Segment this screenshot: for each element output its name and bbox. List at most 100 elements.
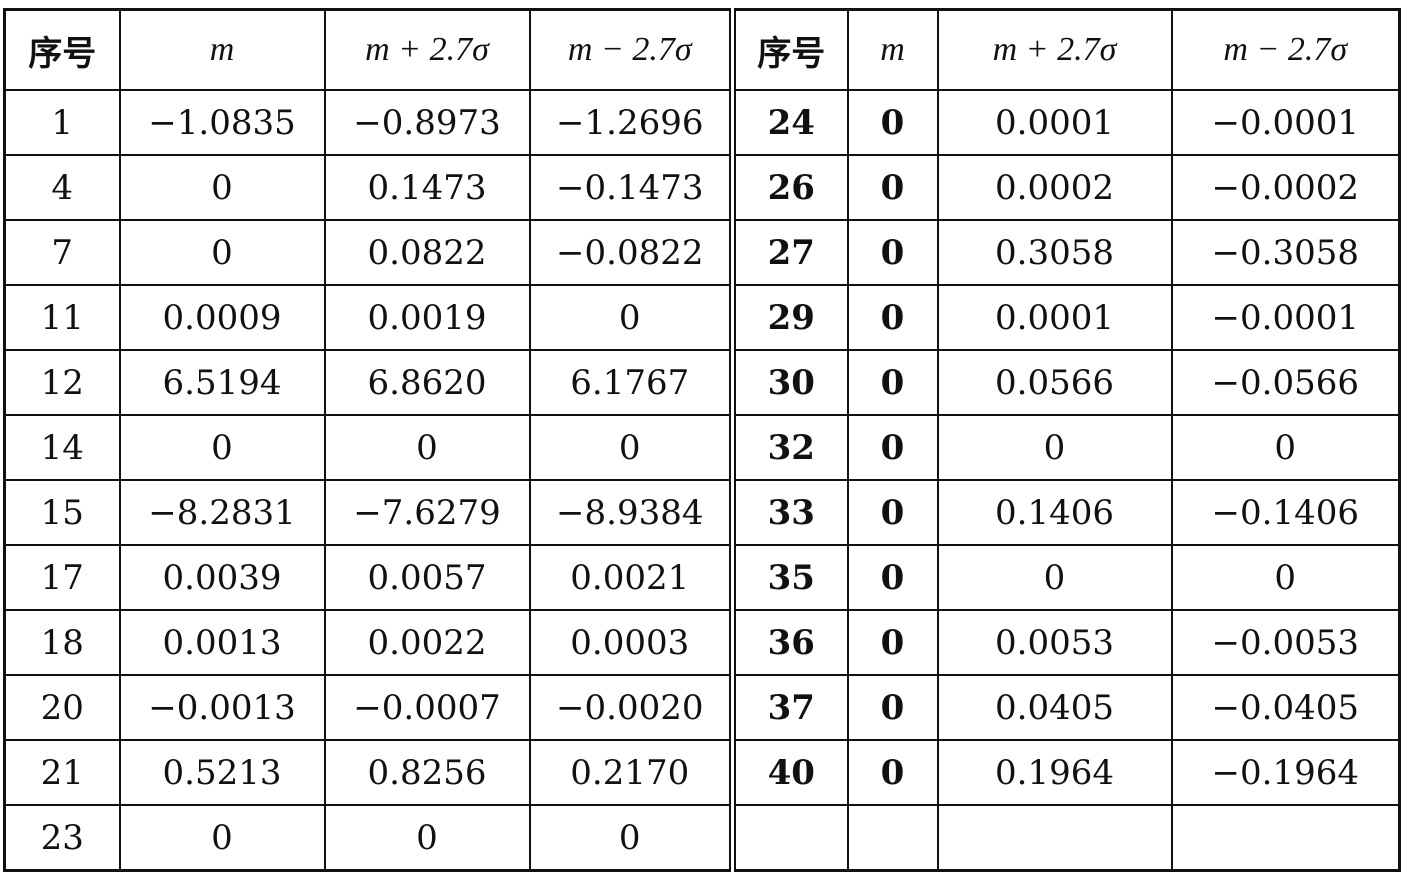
header-m-right: m	[846, 8, 939, 91]
cell-m: −0.0013	[118, 674, 326, 741]
table-row: 7 0 0.0822 −0.0822 27 0 0.3058 −0.3058	[3, 219, 1401, 286]
cell-m-plus-right: 0.3058	[936, 219, 1173, 286]
cell-index-right: 33	[731, 479, 849, 546]
cell-m-plus: 0.0022	[323, 609, 531, 676]
cell-m-minus: −0.0020	[528, 674, 736, 741]
cell-index: 17	[3, 544, 121, 611]
cell-m-plus: −0.8973	[323, 89, 531, 156]
cell-index-right: 35	[731, 544, 849, 611]
cell-m-minus: 0.2170	[528, 739, 736, 806]
cell-m-minus: −1.2696	[528, 89, 736, 156]
cell-m-plus-right: 0	[936, 544, 1173, 611]
header-m-minus: m − 2.7σ	[528, 8, 736, 91]
cell-m-right: 0	[846, 544, 939, 611]
cell-m: −8.2831	[118, 479, 326, 546]
cell-index: 11	[3, 284, 121, 351]
cell-m-minus: 0	[528, 284, 736, 351]
cell-index-right: 29	[731, 284, 849, 351]
cell-m-minus: 6.1767	[528, 349, 736, 416]
cell-index-right: 40	[731, 739, 849, 806]
cell-m-plus: 6.8620	[323, 349, 531, 416]
cell-index: 1	[3, 89, 121, 156]
cell-m: 0.0013	[118, 609, 326, 676]
cell-m-minus: −0.1473	[528, 154, 736, 221]
cell-m-plus-right: 0.0002	[936, 154, 1173, 221]
cell-index-right: 32	[731, 414, 849, 481]
cell-m-right: 0	[846, 414, 939, 481]
cell-m-plus: 0	[323, 414, 531, 481]
cell-m-minus-right: 0	[1170, 414, 1401, 481]
cell-m-plus-right: 0.0001	[936, 89, 1173, 156]
cell-m-plus: 0.1473	[323, 154, 531, 221]
cell-m-minus-right: 0	[1170, 544, 1401, 611]
table-row: 1 −1.0835 −0.8973 −1.2696 24 0 0.0001 −0.0001	[3, 89, 1401, 156]
header-m-plus-right: m + 2.7σ	[936, 8, 1173, 91]
header-index: 序号	[3, 8, 121, 91]
cell-m-minus: −0.0822	[528, 219, 736, 286]
table-row: 18 0.0013 0.0022 0.0003 36 0 0.0053 −0.0053	[3, 609, 1401, 676]
cell-m-right: 0	[846, 674, 939, 741]
cell-index: 14	[3, 414, 121, 481]
cell-m-minus: 0	[528, 414, 736, 481]
cell-m-minus-right: −0.0001	[1170, 89, 1401, 156]
cell-m-right: 0	[846, 609, 939, 676]
cell-m-plus: 0.8256	[323, 739, 531, 806]
header-m-plus: m + 2.7σ	[323, 8, 531, 91]
cell-index: 15	[3, 479, 121, 546]
cell-m-minus: 0.0021	[528, 544, 736, 611]
cell-m-plus-right: 0.1406	[936, 479, 1173, 546]
cell-m-plus: −0.0007	[323, 674, 531, 741]
cell-index: 18	[3, 609, 121, 676]
cell-index-right: 36	[731, 609, 849, 676]
cell-m-plus: 0	[323, 804, 531, 872]
header-m: m	[118, 8, 326, 91]
cell-m-minus-right: −0.0002	[1170, 154, 1401, 221]
cell-m-right: 0	[846, 739, 939, 806]
table-row: 12 6.5194 6.8620 6.1767 30 0 0.0566 −0.0566	[3, 349, 1401, 416]
cell-m: −1.0835	[118, 89, 326, 156]
cell-m-minus: 0	[528, 804, 736, 872]
cell-m-right: 0	[846, 219, 939, 286]
cell-m-right: 0	[846, 479, 939, 546]
table-row: 14 0 0 0 32 0 0 0	[3, 414, 1401, 481]
cell-m-minus-right: −0.0405	[1170, 674, 1401, 741]
cell-m-minus-right	[1170, 804, 1401, 872]
cell-m-right: 0	[846, 154, 939, 221]
cell-m-plus: 0.0822	[323, 219, 531, 286]
cell-m-minus: −8.9384	[528, 479, 736, 546]
cell-m-minus-right: −0.0053	[1170, 609, 1401, 676]
cell-m-plus-right: 0.0566	[936, 349, 1173, 416]
cell-m-plus-right: 0.0405	[936, 674, 1173, 741]
cell-index-right: 30	[731, 349, 849, 416]
cell-m-minus-right: −0.0566	[1170, 349, 1401, 416]
cell-m: 6.5194	[118, 349, 326, 416]
table-row: 20 −0.0013 −0.0007 −0.0020 37 0 0.0405 −0.0405	[3, 674, 1401, 741]
cell-index: 20	[3, 674, 121, 741]
cell-m-plus-right	[936, 804, 1173, 872]
cell-m: 0.0009	[118, 284, 326, 351]
cell-m-plus-right: 0.0001	[936, 284, 1173, 351]
table-row: 23 0 0 0	[3, 804, 1401, 872]
cell-index-right: 26	[731, 154, 849, 221]
table-row: 4 0 0.1473 −0.1473 26 0 0.0002 −0.0002	[3, 154, 1401, 221]
table-row: 11 0.0009 0.0019 0 29 0 0.0001 −0.0001	[3, 284, 1401, 351]
header-index-right: 序号	[731, 8, 849, 91]
table-row: 15 −8.2831 −7.6279 −8.9384 33 0 0.1406 −0.1406	[3, 479, 1401, 546]
cell-m-right: 0	[846, 284, 939, 351]
table-row: 17 0.0039 0.0057 0.0021 35 0 0 0	[3, 544, 1401, 611]
cell-m: 0.0039	[118, 544, 326, 611]
cell-m-right: 0	[846, 89, 939, 156]
cell-index-right: 24	[731, 89, 849, 156]
cell-m-plus: −7.6279	[323, 479, 531, 546]
cell-m-minus-right: −0.1406	[1170, 479, 1401, 546]
cell-m-plus-right: 0.0053	[936, 609, 1173, 676]
cell-m: 0	[118, 414, 326, 481]
cell-m-minus-right: −0.3058	[1170, 219, 1401, 286]
cell-m-plus-right: 0.1964	[936, 739, 1173, 806]
cell-index: 12	[3, 349, 121, 416]
cell-m: 0	[118, 804, 326, 872]
cell-index: 21	[3, 739, 121, 806]
cell-index-right	[731, 804, 849, 872]
cell-m: 0.5213	[118, 739, 326, 806]
cell-m-plus-right: 0	[936, 414, 1173, 481]
